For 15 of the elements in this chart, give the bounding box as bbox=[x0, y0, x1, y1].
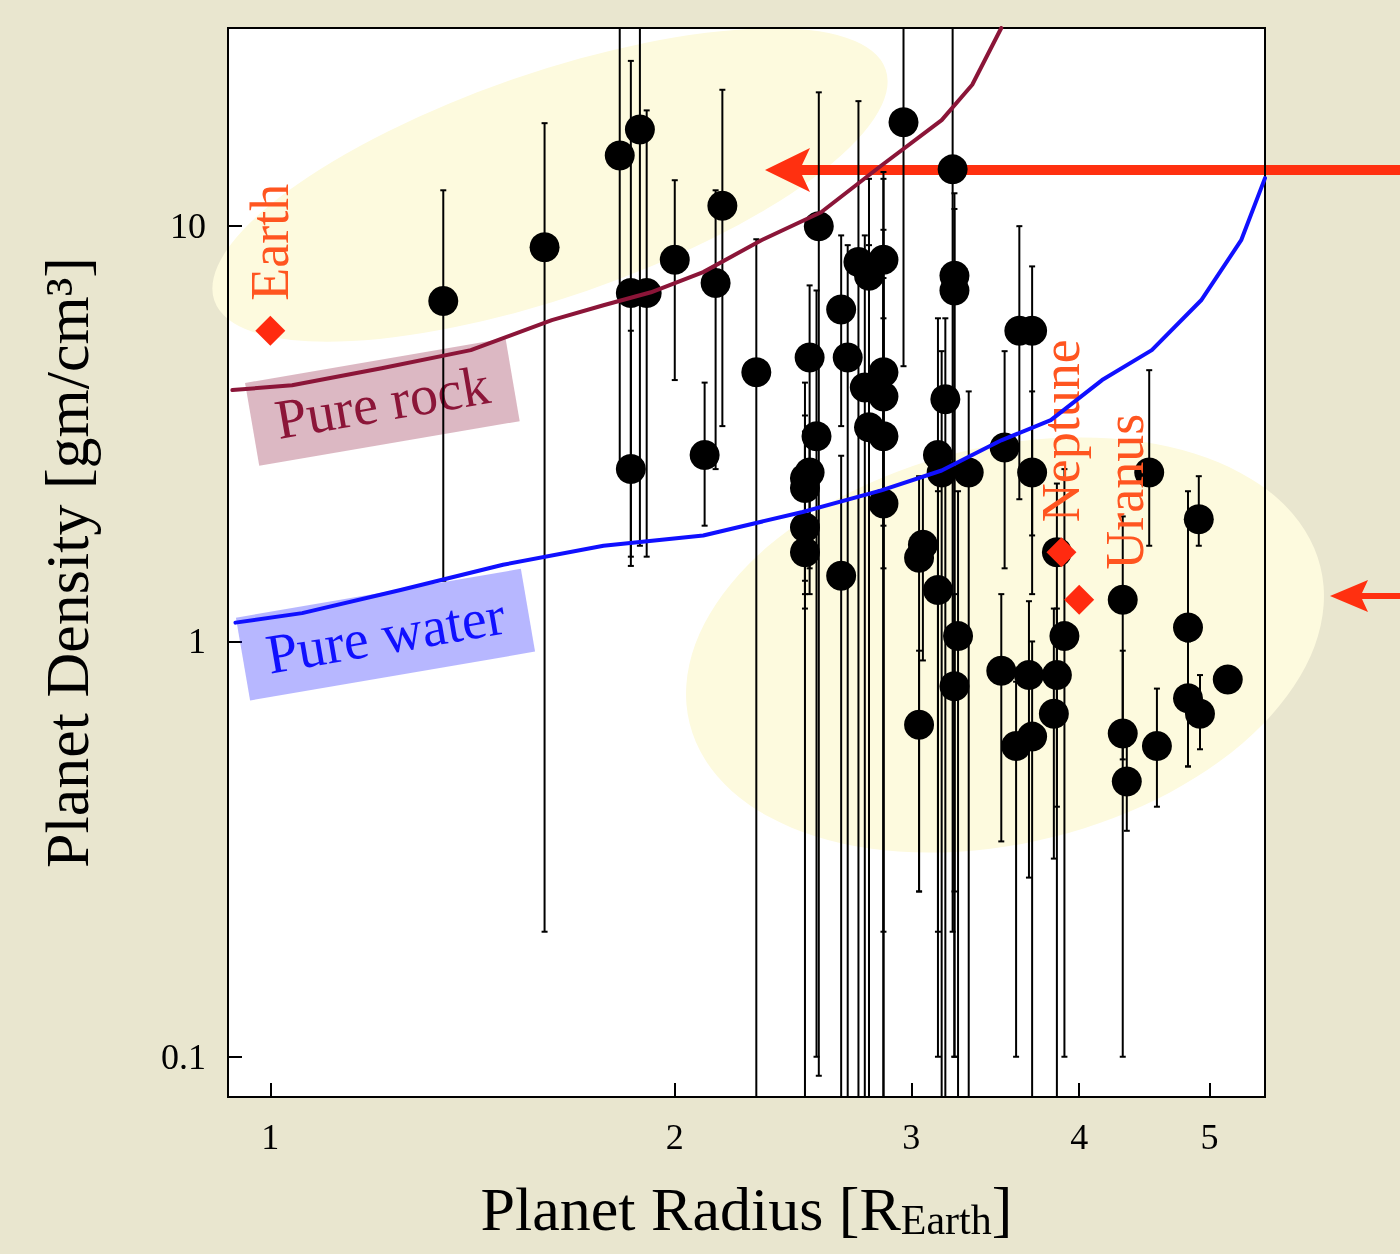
y-axis-title: Planet Density [gm/cm³] bbox=[33, 257, 101, 868]
x-tick-label: 3 bbox=[902, 1117, 921, 1157]
annotation: Earth bbox=[240, 183, 301, 301]
x-tick-label: 1 bbox=[261, 1117, 280, 1157]
annotation: Uranus bbox=[1095, 413, 1156, 570]
annotation: Neptune bbox=[1031, 339, 1092, 523]
text: Pure rock bbox=[270, 353, 496, 451]
x-tick-label: 2 bbox=[665, 1117, 684, 1157]
x-tick-label: 4 bbox=[1070, 1117, 1089, 1157]
y-tick-label: 1 bbox=[188, 621, 206, 662]
text: Pure water bbox=[261, 583, 510, 686]
x-axis-title: Planet Radius [REarth] bbox=[480, 1175, 1013, 1243]
y-tick-label: 0.1 bbox=[161, 1036, 206, 1077]
x-tick-label: 5 bbox=[1200, 1117, 1219, 1157]
y-tick-label: 10 bbox=[170, 206, 206, 247]
